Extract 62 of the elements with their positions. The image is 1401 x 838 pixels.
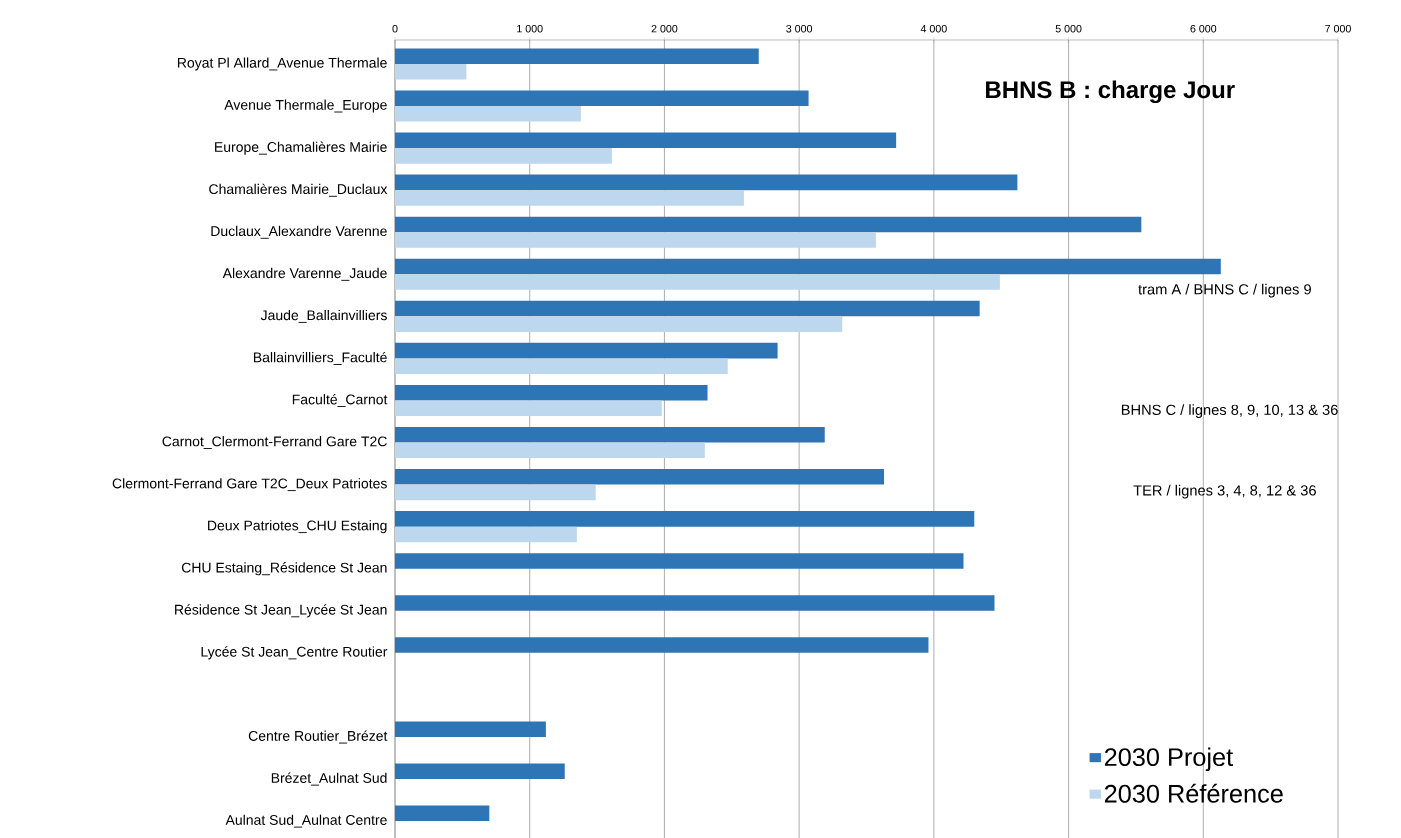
y-tick-label: Chamalières Mairie_Duclaux (209, 183, 388, 197)
bar (395, 190, 744, 206)
y-tick-label: Deux Patriotes_CHU Estaing (208, 520, 387, 534)
annotation: tram A / BHNS C / lignes 9 (1138, 283, 1311, 298)
x-tick-label: 7 000 (1325, 24, 1351, 33)
bar (395, 595, 995, 611)
bar (395, 526, 577, 543)
bar (395, 426, 825, 443)
y-tick-label: Aulnat Sud_Aulnat Centre (225, 814, 387, 828)
bar (395, 358, 728, 374)
bar (395, 484, 596, 501)
y-tick-label: Alexandre Varenne_Jaude (222, 267, 387, 281)
legend-label: 2030 Projet (1104, 747, 1233, 772)
annotation: TER / lignes 3, 4, 8, 12 & 36 (1133, 484, 1316, 499)
x-tick-label: 0 (392, 24, 398, 33)
bar (395, 300, 980, 317)
bar (395, 258, 1221, 275)
bar (395, 48, 759, 64)
y-tick-label: Clermont-Ferrand Gare T2C_Deux Patriotes (112, 478, 387, 492)
y-tick-label: Avenue Thermale_Europe (224, 99, 387, 113)
legend-label: 2030 Référence (1104, 783, 1283, 803)
x-tick-label: 5 000 (1055, 24, 1082, 33)
y-tick-label: Duclaux_Alexandre Varenne (211, 225, 387, 239)
bar (395, 132, 897, 149)
bar (395, 805, 490, 822)
x-tick-label: 3 000 (786, 24, 813, 33)
bar (395, 442, 705, 459)
bar (395, 763, 565, 780)
bar (395, 384, 708, 401)
bar (395, 469, 885, 485)
bar (395, 511, 975, 527)
y-tick-label: Ballainvilliers_Faculté (253, 351, 387, 365)
bar (395, 637, 929, 653)
bar (395, 64, 467, 80)
y-tick-label: Jaude_Ballainvilliers (260, 309, 387, 323)
x-tick-label: 2 000 (651, 24, 678, 33)
bar (395, 148, 612, 164)
y-tick-label: Centre Routier_Brézet (248, 730, 388, 744)
y-tick-label: Faculté_Carnot (292, 393, 388, 408)
bar (395, 90, 809, 107)
bar (395, 216, 1142, 233)
y-tick-label: Carnot_Clermont-Ferrand Gare T2C (162, 436, 387, 450)
bar (395, 400, 662, 417)
bar (395, 274, 1000, 290)
bar (395, 553, 964, 569)
bar (395, 106, 581, 122)
y-tick-label: Europe_Chamalières Mairie (215, 141, 387, 155)
y-tick-label: Royat Pl Allard_Avenue Thermale (177, 57, 387, 71)
x-tick-label: 4 000 (920, 24, 947, 33)
y-tick-label: Lycée St Jean_Centre Routier (201, 646, 388, 660)
x-tick-label: 1 000 (517, 24, 543, 33)
annotation: BHNS C / lignes 8, 9, 10, 13 & 36 (1121, 404, 1338, 418)
bar (395, 232, 876, 248)
y-tick-label: Résidence St Jean_Lycée St Jean (175, 604, 387, 618)
y-tick-label: CHU Estaing_Résidence St Jean (181, 562, 387, 576)
bar (395, 342, 778, 359)
y-tick-label: Brézet_Aulnat Sud (271, 772, 387, 786)
bar (395, 174, 1018, 191)
x-tick-label: 6 000 (1190, 24, 1217, 33)
text: BHNS B : charge Jour (986, 80, 1235, 104)
bar (395, 316, 843, 332)
bar (395, 721, 546, 737)
